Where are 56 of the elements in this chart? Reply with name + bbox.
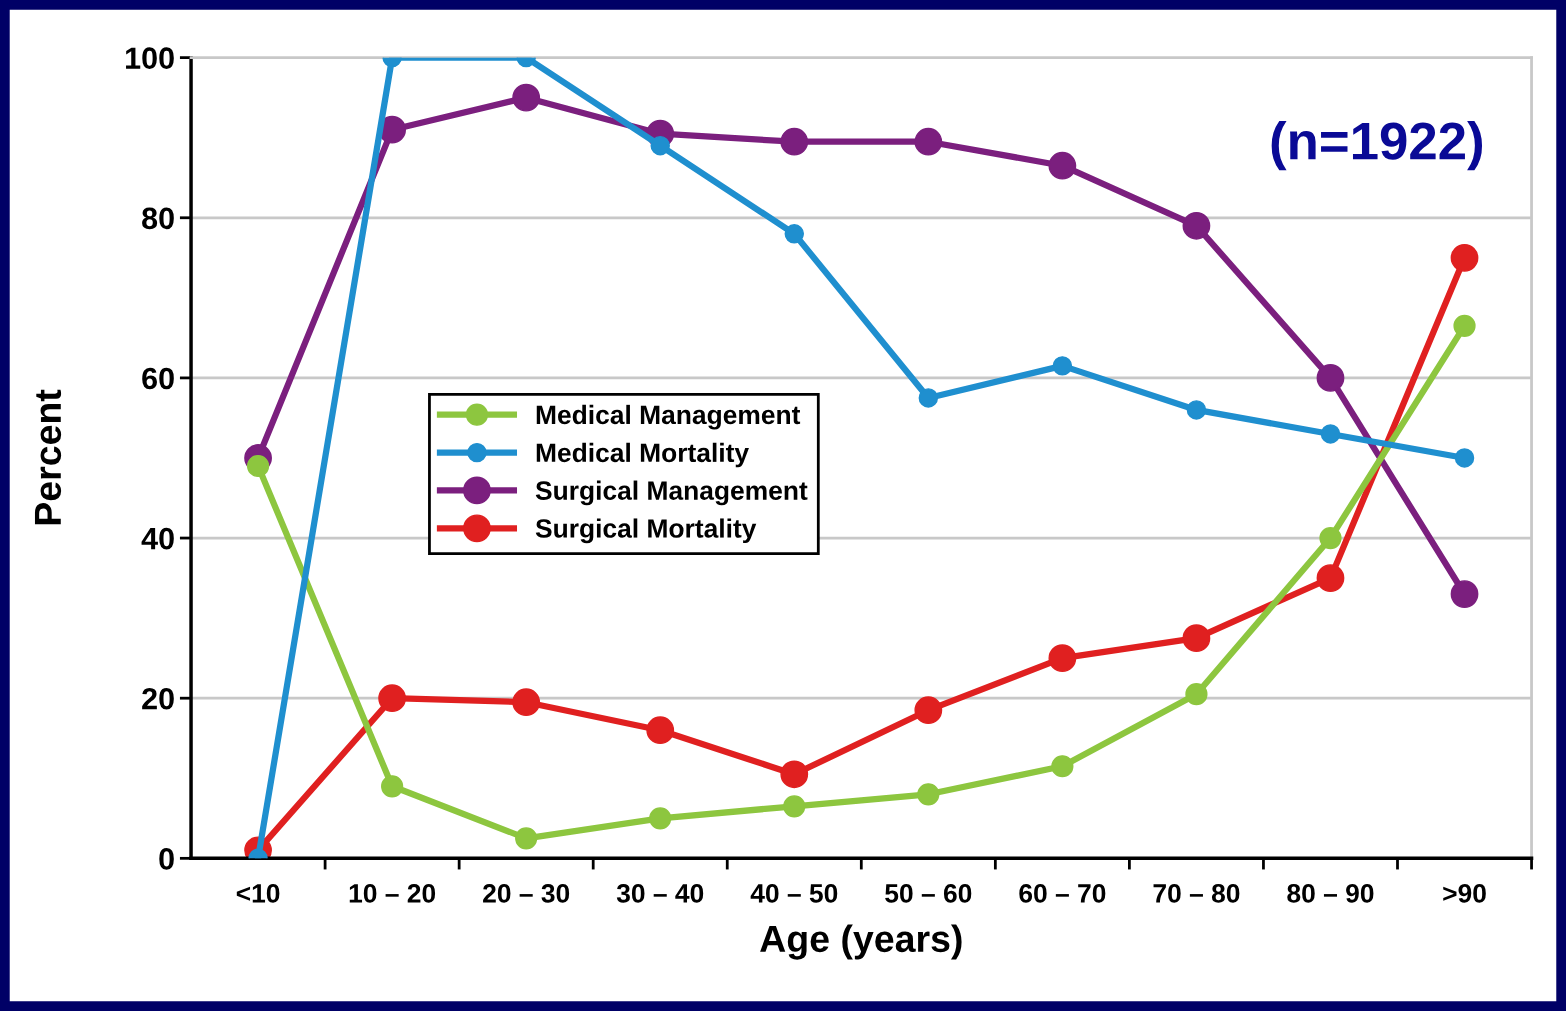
- legend-label: Medical Mortality: [536, 442, 749, 468]
- point: [780, 127, 809, 156]
- point: [1185, 683, 1208, 706]
- point: [1320, 424, 1341, 444]
- point: [1450, 580, 1479, 608]
- point: [914, 696, 943, 725]
- y-tick-label: 40: [141, 527, 174, 550]
- point: [378, 684, 407, 713]
- point: [1186, 400, 1207, 420]
- x-tick-label: 80 – 90: [1287, 884, 1374, 903]
- point: [1182, 624, 1211, 653]
- point: [1316, 364, 1345, 392]
- x-tick-label: 50 – 60: [885, 884, 972, 903]
- point: [381, 775, 404, 798]
- point: [1319, 526, 1342, 550]
- x-tick-label: 70 – 80: [1153, 884, 1240, 903]
- x-tick-label: >90: [1443, 884, 1486, 903]
- x-tick-label: 40 – 50: [750, 884, 838, 903]
- point: [512, 688, 541, 717]
- x-tick-label: 30 – 40: [616, 884, 704, 903]
- point: [650, 135, 670, 156]
- point: [783, 795, 806, 818]
- point: [515, 827, 538, 850]
- point: [649, 807, 672, 830]
- x-tick-label: 20 – 30: [483, 884, 570, 903]
- legend-label: Surgical Mortality: [535, 518, 757, 544]
- legend-label: Medical Management: [536, 404, 801, 430]
- point: [1052, 356, 1073, 376]
- y-tick-label: 20: [142, 687, 174, 710]
- y-tick-label: 0: [159, 848, 174, 870]
- y-tick-label: 80: [142, 207, 174, 230]
- y-tick-label: 60: [142, 367, 174, 390]
- point: [1453, 314, 1476, 337]
- point: [780, 760, 809, 789]
- point: [246, 454, 270, 478]
- point: [512, 83, 541, 112]
- x-axis-title: Age (years): [760, 924, 962, 960]
- legend-label: Surgical Management: [535, 480, 808, 506]
- point: [784, 224, 804, 244]
- x-tick-label: <10: [236, 884, 280, 903]
- point: [918, 388, 939, 408]
- point: [1450, 243, 1479, 272]
- point: [1048, 151, 1077, 180]
- y-axis-title: Percent: [34, 389, 62, 525]
- annotation: (n=1922): [1271, 121, 1483, 171]
- point: [646, 716, 675, 745]
- point: [1048, 644, 1077, 673]
- point: [917, 783, 940, 806]
- x-tick-label: 10 – 20: [349, 884, 436, 903]
- point: [1182, 211, 1211, 240]
- point: [914, 127, 943, 156]
- point: [1051, 755, 1074, 778]
- x-tick-label: 60 – 70: [1019, 884, 1106, 903]
- y-tick-label: 100: [126, 47, 174, 69]
- point: [1316, 564, 1345, 592]
- point: [1454, 448, 1475, 468]
